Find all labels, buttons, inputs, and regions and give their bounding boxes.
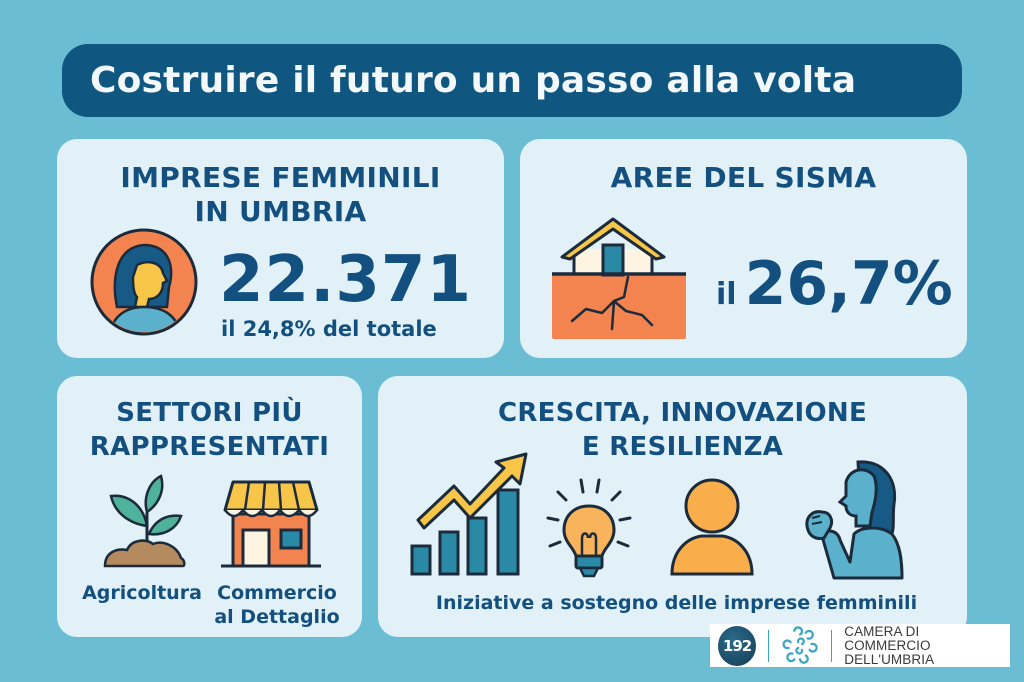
panel-settori: SETTORI PIÙ RAPPRESENTATI Agricoltura Co…	[57, 376, 362, 637]
panel-heading: IMPRESE FEMMINILI IN UMBRIA	[57, 161, 504, 229]
title-banner: Costruire il futuro un passo alla volta	[62, 44, 962, 117]
panel-imprese-femminili: IMPRESE FEMMINILI IN UMBRIA 22.371 il 24…	[57, 139, 504, 358]
heading-line: CRESCITA, INNOVAZIONE	[497, 398, 868, 428]
logo-divider	[768, 629, 770, 662]
anniversary-badge: 192	[718, 625, 757, 666]
person-icon	[670, 478, 754, 576]
organization-logo-strip: 192 CAMERA DI COMMERCIO DELL'UMBRIA	[710, 624, 1010, 667]
page-title: Costruire il futuro un passo alla volta	[90, 60, 857, 101]
cracked-house-icon	[552, 217, 686, 339]
heading-line: RAPPRESENTATI	[89, 432, 330, 462]
sector-commercio: Commercio al Dettaglio	[207, 581, 347, 629]
organization-name-line: DELL'UMBRIA	[844, 651, 935, 667]
sisma-prefix: il	[716, 277, 737, 312]
heading-line: E RESILIENZA	[581, 432, 784, 462]
plant-icon	[103, 474, 186, 568]
women-business-share: il 24,8% del totale	[221, 317, 437, 341]
growth-chart-icon	[410, 452, 528, 576]
sector-agricoltura: Agricoltura	[82, 582, 202, 604]
panel-aree-sisma: AREE DEL SISMA il 26,7%	[520, 139, 967, 358]
organization-name-line: CAMERA DI COMMERCIO	[844, 623, 931, 653]
logo-divider	[831, 629, 833, 662]
determined-woman-icon	[805, 460, 904, 580]
heading-line: IMPRESE FEMMINILI	[120, 161, 441, 194]
panel-heading: AREE DEL SISMA	[610, 161, 877, 194]
heading-line: IN UMBRIA	[194, 195, 367, 228]
woman-avatar-icon	[90, 228, 198, 336]
sector-label-line: al Dettaglio	[214, 606, 340, 628]
sisma-share: il 26,7%	[716, 249, 953, 319]
heading-line: SETTORI PIÙ	[116, 398, 303, 428]
panel-heading: CRESCITA, INNOVAZIONE E RESILIENZA	[378, 396, 967, 464]
initiative-caption: Iniziative a sostegno delle imprese femm…	[435, 592, 918, 614]
sector-label-line: Commercio	[217, 582, 337, 604]
chamber-knot-logo-icon	[782, 625, 818, 664]
panel-crescita: CRESCITA, INNOVAZIONE E RESILIENZA Inizi…	[378, 376, 967, 637]
shop-icon	[221, 480, 321, 568]
lightbulb-icon	[546, 478, 632, 578]
women-business-count: 22.371	[219, 243, 472, 317]
sisma-percentage: 26,7%	[744, 249, 953, 319]
panel-heading: SETTORI PIÙ RAPPRESENTATI	[57, 396, 362, 464]
organization-name: CAMERA DI COMMERCIO DELL'UMBRIA	[844, 623, 1002, 667]
